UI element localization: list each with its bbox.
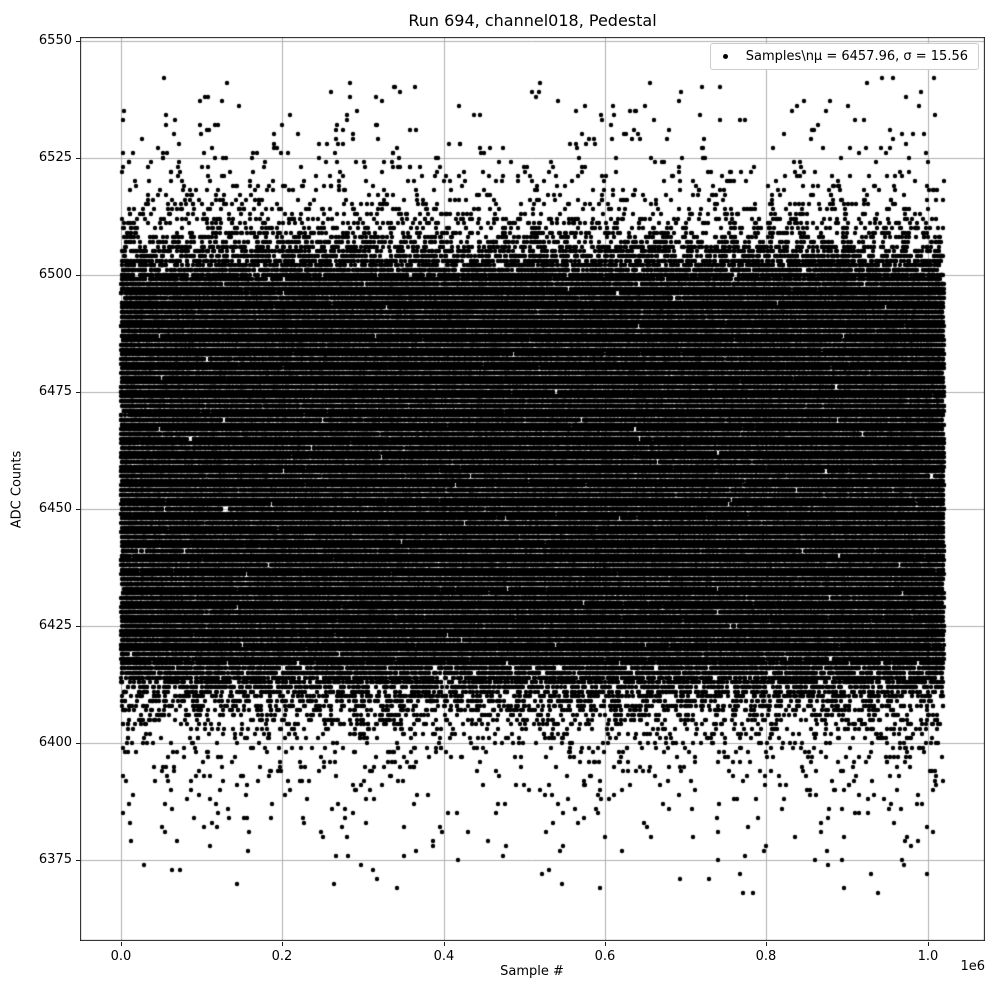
y-tick-mark xyxy=(76,860,80,861)
x-tick-label: 0.2 xyxy=(271,949,293,964)
y-tick-label: 6475 xyxy=(38,384,72,399)
chart-title: Run 694, channel018, Pedestal xyxy=(408,11,657,30)
y-tick-mark xyxy=(76,626,80,627)
x-tick-label: 1.0 xyxy=(917,949,939,964)
x-tick-mark xyxy=(121,942,122,946)
x-tick-mark xyxy=(766,942,767,946)
y-tick-label: 6525 xyxy=(38,150,72,165)
x-axis-label: Sample # xyxy=(500,964,564,979)
x-tick-mark xyxy=(282,942,283,946)
plot-area: Samples\nμ = 6457.96, σ = 15.56 xyxy=(80,37,985,941)
y-tick-label: 6550 xyxy=(38,33,72,48)
y-tick-mark xyxy=(76,509,80,510)
x-tick-mark xyxy=(444,942,445,946)
y-tick-label: 6450 xyxy=(38,501,72,516)
x-tick-mark xyxy=(605,942,606,946)
y-tick-label: 6500 xyxy=(38,267,72,282)
x-tick-label: 0.4 xyxy=(433,949,455,964)
y-tick-label: 6375 xyxy=(38,852,72,867)
y-tick-mark xyxy=(76,275,80,276)
x-tick-mark xyxy=(928,942,929,946)
legend-marker-dot xyxy=(722,54,728,59)
y-tick-mark xyxy=(76,392,80,393)
y-tick-label: 6400 xyxy=(38,735,72,750)
x-tick-label: 0.8 xyxy=(755,949,777,964)
x-axis-offset-label: 1e6 xyxy=(960,959,985,974)
x-tick-label: 0.0 xyxy=(110,949,132,964)
y-tick-mark xyxy=(76,158,80,159)
scatter-canvas xyxy=(80,37,985,941)
y-tick-mark xyxy=(76,41,80,42)
legend: Samples\nμ = 6457.96, σ = 15.56 xyxy=(709,43,979,70)
legend-label: Samples\nμ = 6457.96, σ = 15.56 xyxy=(745,49,968,64)
y-tick-mark xyxy=(76,743,80,744)
y-tick-label: 6425 xyxy=(38,618,72,633)
y-axis-label: ADC Counts xyxy=(9,450,25,529)
x-tick-label: 0.6 xyxy=(594,949,616,964)
